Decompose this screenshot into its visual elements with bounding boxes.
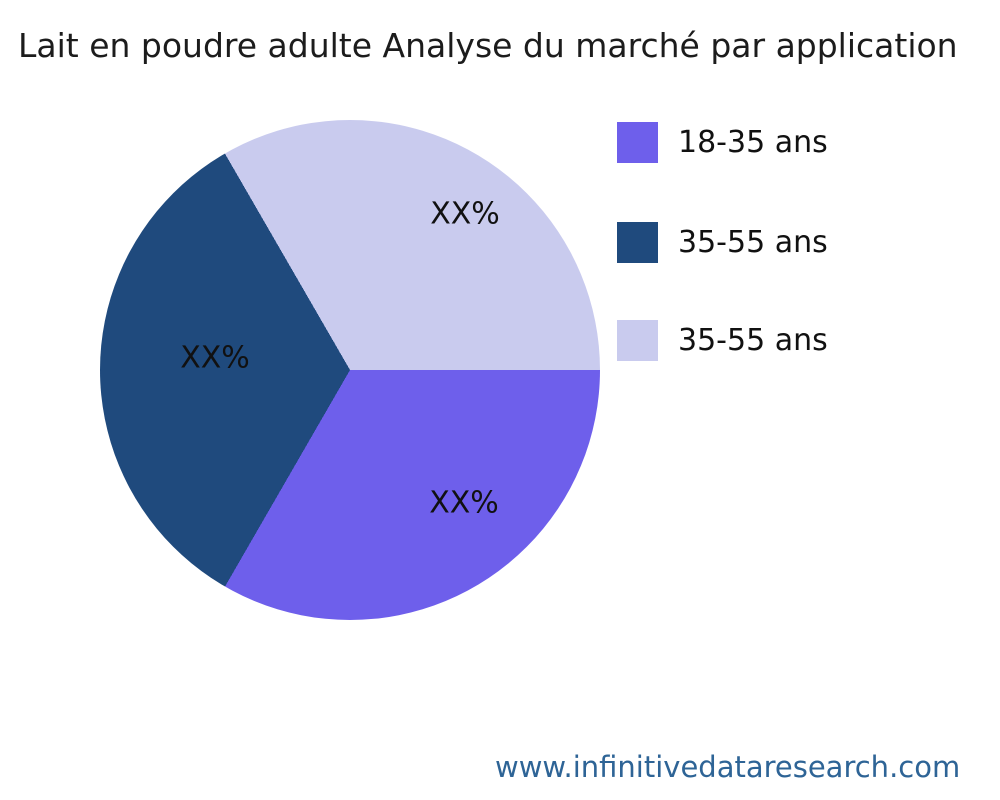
legend-swatch-purple: [617, 122, 658, 163]
pie-slice-label-purple: XX%: [429, 485, 499, 521]
pie-chart: [100, 120, 600, 620]
legend-label: 35-55 ans: [678, 323, 828, 358]
source-website-link[interactable]: www.infinitivedataresearch.com: [495, 750, 961, 784]
legend-swatch-darkblue: [617, 222, 658, 263]
legend-item: 18-35 ans: [617, 122, 828, 163]
pie-slice-label-darkblue: XX%: [180, 340, 250, 376]
legend-label: 18-35 ans: [678, 125, 828, 160]
chart-title: Lait en poudre adulte Analyse du marché …: [18, 26, 958, 65]
legend-item: 35-55 ans: [617, 320, 828, 361]
pie-slice-label-lavender: XX%: [430, 196, 500, 232]
legend-item: 35-55 ans: [617, 222, 828, 263]
legend-label: 35-55 ans: [678, 225, 828, 260]
legend-swatch-lavender: [617, 320, 658, 361]
